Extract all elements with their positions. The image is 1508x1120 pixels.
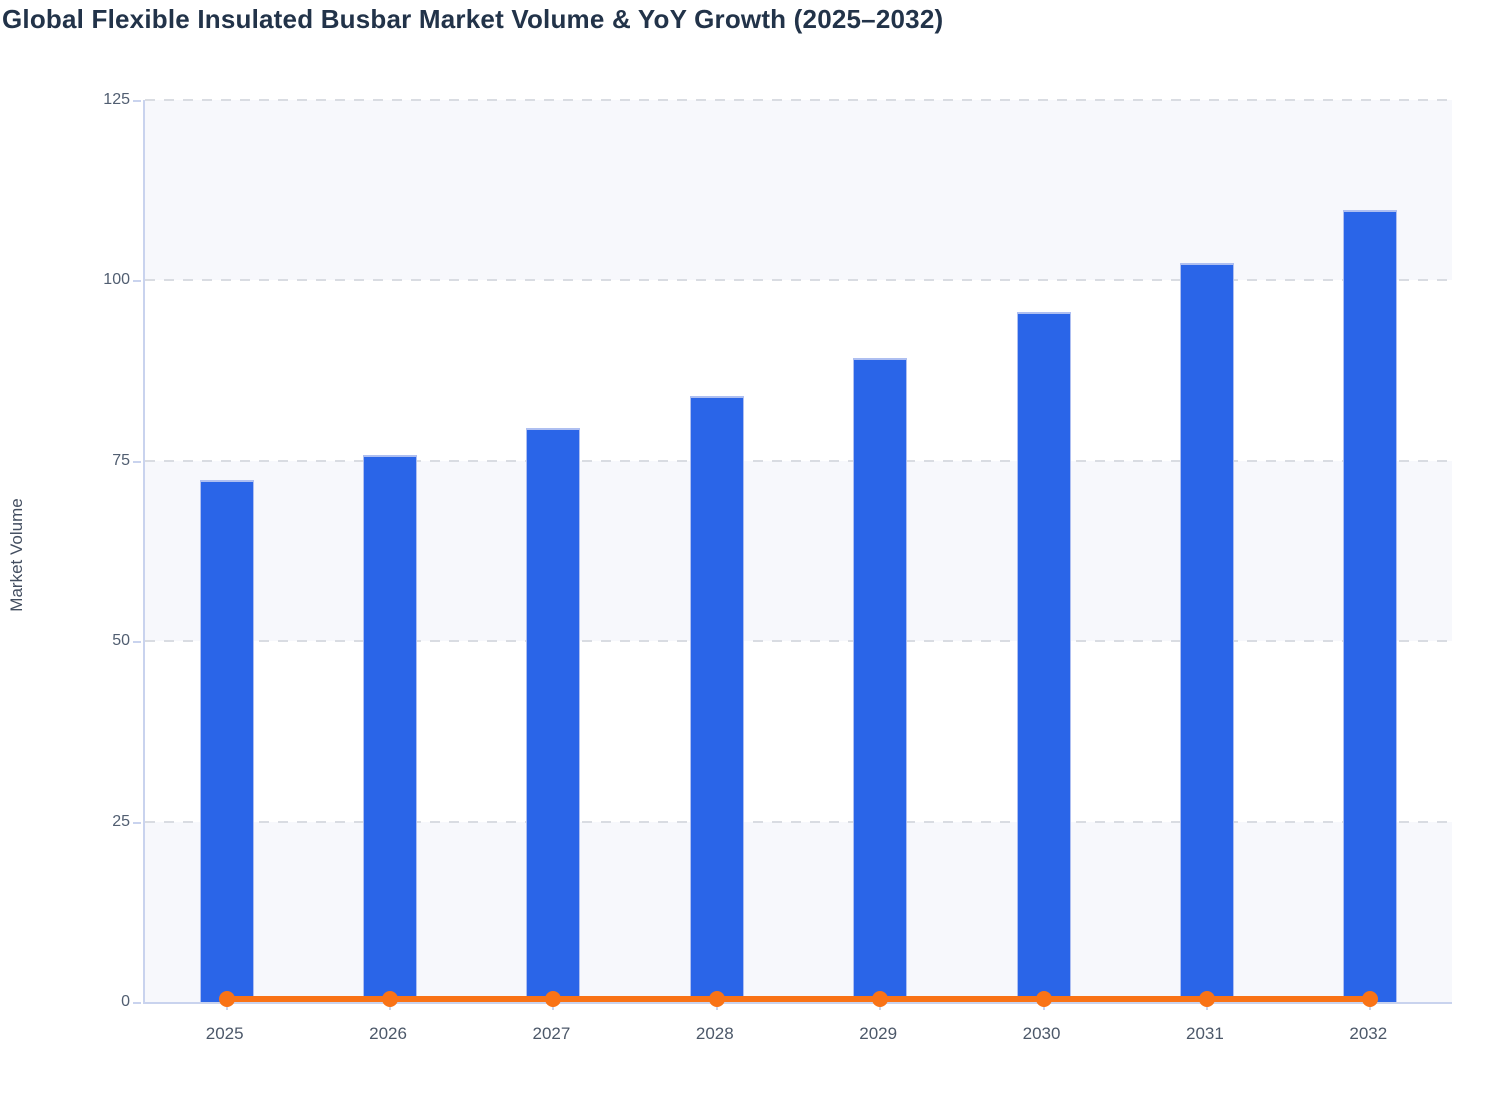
x-axis-tick-label: 2030 xyxy=(1022,1024,1061,1043)
y-axis-tick-label: 0 xyxy=(121,993,130,1010)
plot-band xyxy=(145,100,1452,281)
gridline xyxy=(145,820,1452,823)
yoy-growth-marker-2030 xyxy=(1035,991,1052,1007)
yoy-growth-marker-2025 xyxy=(218,991,235,1007)
bar-2028 xyxy=(689,395,744,1002)
x-axis-tick-label: 2029 xyxy=(859,1024,898,1043)
y-axis-tick-label: 75 xyxy=(112,451,130,469)
chart-title: Global Flexible Insulated Busbar Market … xyxy=(2,4,944,34)
yoy-growth-marker-2028 xyxy=(708,991,725,1007)
bar-2026 xyxy=(363,455,418,1002)
y-axis-tick-label: 125 xyxy=(103,91,130,108)
gridline xyxy=(145,99,1452,101)
bar-2030 xyxy=(1016,312,1071,1002)
x-axis-tick-label: 2027 xyxy=(532,1024,571,1043)
x-axis-tick-label: 2025 xyxy=(205,1024,244,1043)
yoy-growth-line xyxy=(226,996,1371,1002)
plot-band xyxy=(145,641,1452,821)
bar-2029 xyxy=(853,357,908,1002)
x-axis-tick-label: 2028 xyxy=(695,1024,734,1043)
plot-area xyxy=(143,99,1452,1010)
y-axis-tick-mark xyxy=(133,280,141,283)
plot-band xyxy=(145,821,1452,1002)
gridline xyxy=(145,279,1452,282)
gridline xyxy=(145,459,1452,462)
x-axis-tick-label: 2031 xyxy=(1186,1024,1224,1043)
y-axis-title: Market Volume xyxy=(7,498,26,612)
plot-band xyxy=(145,280,1452,460)
plot-band xyxy=(145,460,1452,642)
bar-2032 xyxy=(1343,209,1398,1002)
bar-2025 xyxy=(199,479,254,1002)
y-axis-tick-mark xyxy=(133,460,141,463)
y-axis-tick-mark xyxy=(133,821,141,824)
y-axis-tick-mark xyxy=(133,100,141,102)
y-axis-tick-label: 50 xyxy=(112,632,130,650)
y-axis-tick-mark xyxy=(133,641,141,644)
bar-2027 xyxy=(526,427,581,1002)
gridline xyxy=(145,640,1452,643)
yoy-growth-marker-2032 xyxy=(1362,991,1379,1007)
x-axis-tick-label: 2032 xyxy=(1349,1024,1388,1043)
y-axis-tick-label: 25 xyxy=(112,812,130,830)
x-axis-tick-label: 2026 xyxy=(369,1024,407,1043)
y-axis-tick-label: 100 xyxy=(103,271,130,289)
yoy-growth-marker-2029 xyxy=(872,991,889,1007)
y-axis-tick-mark xyxy=(133,1002,141,1004)
yoy-growth-marker-2026 xyxy=(382,991,399,1007)
yoy-growth-marker-2031 xyxy=(1198,991,1215,1007)
bar-2031 xyxy=(1179,263,1234,1002)
yoy-growth-marker-2027 xyxy=(545,991,562,1007)
